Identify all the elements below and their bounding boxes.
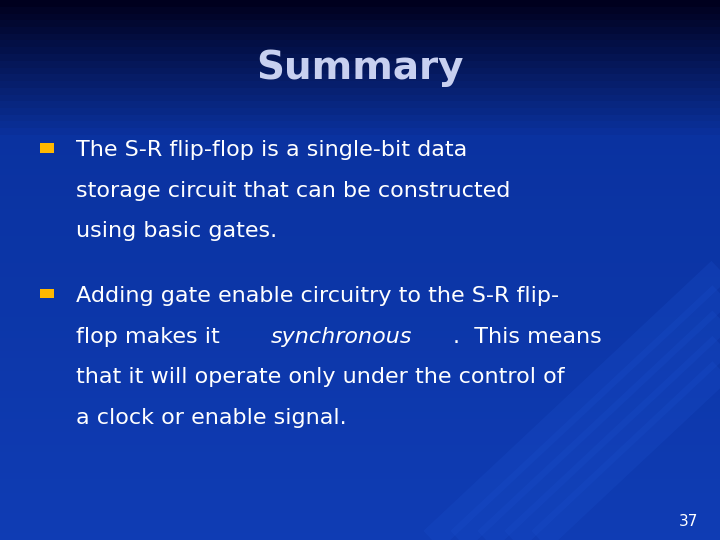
Bar: [0, 135, 720, 141]
Bar: [0, 519, 720, 526]
Bar: [0, 230, 720, 237]
Bar: [0, 465, 720, 472]
Bar: [40, 143, 54, 153]
Bar: [0, 405, 720, 411]
Bar: [0, 324, 720, 330]
Bar: [0, 526, 720, 534]
Bar: [0, 202, 720, 209]
Bar: [0, 243, 720, 249]
Text: The S-R flip-flop is a single-bit data: The S-R flip-flop is a single-bit data: [76, 140, 467, 160]
Bar: [0, 209, 720, 216]
Bar: [0, 392, 720, 399]
Bar: [0, 453, 720, 459]
Bar: [0, 183, 720, 189]
Bar: [0, 40, 720, 47]
Bar: [0, 303, 720, 310]
Bar: [0, 472, 720, 480]
Bar: [0, 399, 720, 405]
Bar: [0, 263, 720, 270]
Bar: [0, 284, 720, 291]
Bar: [0, 357, 720, 364]
Bar: [0, 237, 720, 243]
Bar: [0, 432, 720, 438]
Text: Summary: Summary: [256, 49, 464, 86]
Bar: [0, 297, 720, 303]
Bar: [0, 270, 720, 276]
Bar: [0, 486, 720, 492]
Bar: [0, 128, 720, 135]
Bar: [0, 74, 720, 81]
Bar: [0, 351, 720, 357]
Bar: [0, 168, 720, 176]
Text: 37: 37: [679, 514, 698, 529]
Text: using basic gates.: using basic gates.: [76, 221, 276, 241]
Bar: [0, 87, 720, 94]
Bar: [0, 0, 720, 6]
Bar: [0, 222, 720, 230]
Bar: [0, 33, 720, 40]
Bar: [0, 438, 720, 445]
Text: synchronous: synchronous: [270, 327, 412, 347]
Bar: [0, 364, 720, 372]
Bar: [0, 115, 720, 122]
Bar: [0, 507, 720, 513]
Bar: [40, 289, 54, 299]
Bar: [0, 189, 720, 195]
Bar: [0, 338, 720, 345]
Bar: [0, 176, 720, 183]
Bar: [0, 372, 720, 378]
Bar: [0, 500, 720, 507]
Bar: [0, 446, 720, 453]
Bar: [0, 20, 720, 27]
Bar: [0, 249, 720, 256]
Bar: [0, 330, 720, 338]
Bar: [0, 155, 720, 162]
Bar: [0, 68, 720, 74]
Text: storage circuit that can be constructed: storage circuit that can be constructed: [76, 181, 510, 201]
Bar: [0, 148, 720, 156]
Text: flop makes it: flop makes it: [76, 327, 227, 347]
Bar: [0, 378, 720, 384]
Bar: [0, 318, 720, 324]
Bar: [0, 513, 720, 519]
Bar: [0, 141, 720, 149]
Bar: [0, 122, 720, 128]
Bar: [0, 418, 720, 426]
Bar: [0, 14, 720, 20]
Bar: [0, 216, 720, 222]
Bar: [0, 492, 720, 500]
Bar: [0, 291, 720, 297]
Bar: [0, 47, 720, 54]
Text: a clock or enable signal.: a clock or enable signal.: [76, 408, 346, 428]
Bar: [0, 426, 720, 432]
Bar: [0, 480, 720, 486]
Bar: [0, 162, 720, 168]
Bar: [0, 345, 720, 351]
Bar: [0, 534, 720, 540]
Bar: [0, 276, 720, 284]
Bar: [0, 256, 720, 263]
Bar: [0, 60, 720, 68]
Bar: [0, 195, 720, 202]
Bar: [0, 411, 720, 418]
Text: that it will operate only under the control of: that it will operate only under the cont…: [76, 367, 564, 387]
Bar: [0, 108, 720, 115]
Bar: [0, 310, 720, 317]
Text: .  This means: . This means: [453, 327, 602, 347]
Bar: [0, 54, 720, 60]
Bar: [0, 27, 720, 33]
Bar: [0, 6, 720, 14]
Bar: [0, 81, 720, 87]
Bar: [0, 459, 720, 465]
Bar: [0, 102, 720, 108]
Bar: [0, 94, 720, 102]
Text: Adding gate enable circuitry to the S-R flip-: Adding gate enable circuitry to the S-R …: [76, 286, 559, 306]
Bar: [0, 384, 720, 391]
